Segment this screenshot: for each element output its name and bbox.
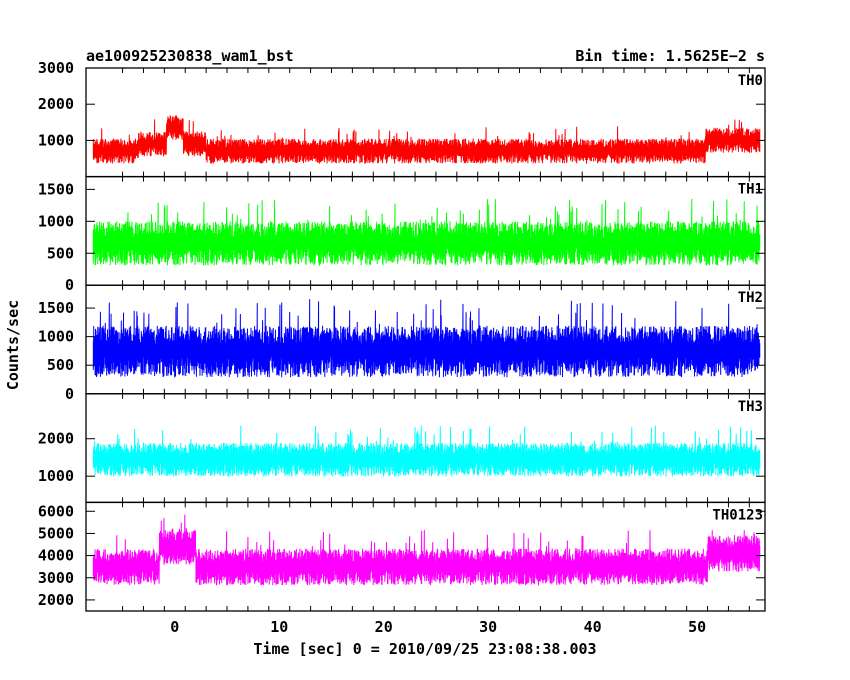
y-tick-label: 1000: [38, 212, 74, 230]
x-tick-label: 0: [170, 618, 179, 636]
panel-label-th2: TH2: [738, 290, 763, 306]
panel-label-th0123: TH0123: [712, 507, 763, 523]
panel-th0123: 2000 3000 4000 5000 6000 TH0123: [38, 501, 766, 612]
y-tick-label: 1000: [38, 328, 74, 346]
panel-label-th1: TH1: [738, 182, 763, 198]
y-tick-label: 500: [47, 356, 74, 374]
x-tick-label: 10: [270, 618, 288, 636]
x-tick-label: 20: [375, 618, 393, 636]
y-tick-label: 1500: [38, 299, 74, 317]
series-trace-th0123: [92, 514, 761, 586]
panel-th0: 1000 2000 3000 TH0: [38, 59, 766, 178]
series-trace-th3: [92, 425, 761, 477]
y-tick-label: 0: [65, 385, 74, 403]
y-tick-label: 4000: [38, 547, 74, 565]
series-trace-th2: [92, 299, 761, 378]
series-trace-th0: [92, 115, 761, 164]
y-tick-label: 3000: [38, 569, 74, 587]
y-tick-label: 500: [47, 244, 74, 262]
y-tick-label: 5000: [38, 524, 74, 542]
y-tick-label: 1000: [38, 131, 74, 149]
y-tick-label: 2000: [38, 591, 74, 609]
y-tick-label: 0: [65, 276, 74, 294]
x-tick-label: 50: [688, 618, 706, 636]
series-trace-th1: [92, 198, 761, 266]
panel-th3: 1000 2000 TH3: [38, 393, 766, 504]
panel-frame: [85, 501, 766, 612]
panel-th1: 0 500 1000 1500 TH1: [38, 175, 766, 294]
y-tick-label: 3000: [38, 59, 74, 77]
y-tick-label: 1500: [38, 180, 74, 198]
bin-time-label: Bin time: 1.5625E−2 s: [575, 47, 765, 65]
x-tick-label: 40: [584, 618, 602, 636]
y-tick-label: 2000: [38, 430, 74, 448]
y-tick-label: 6000: [38, 502, 74, 520]
y-tick-label: 1000: [38, 467, 74, 485]
panel-label-th0: TH0: [738, 73, 763, 89]
x-axis-label: Time [sec] 0 = 2010/09/25 23:08:38.003: [253, 640, 596, 658]
panel-th2: 0 500 1000 1500 TH2: [38, 284, 766, 403]
chart-title: ae100925230838_wam1_bst: [86, 47, 294, 65]
y-tick-label: 2000: [38, 95, 74, 113]
x-tick-label: 30: [479, 618, 497, 636]
panel-label-th3: TH3: [738, 399, 763, 415]
y-axis-label: Counts/sec: [4, 300, 22, 390]
